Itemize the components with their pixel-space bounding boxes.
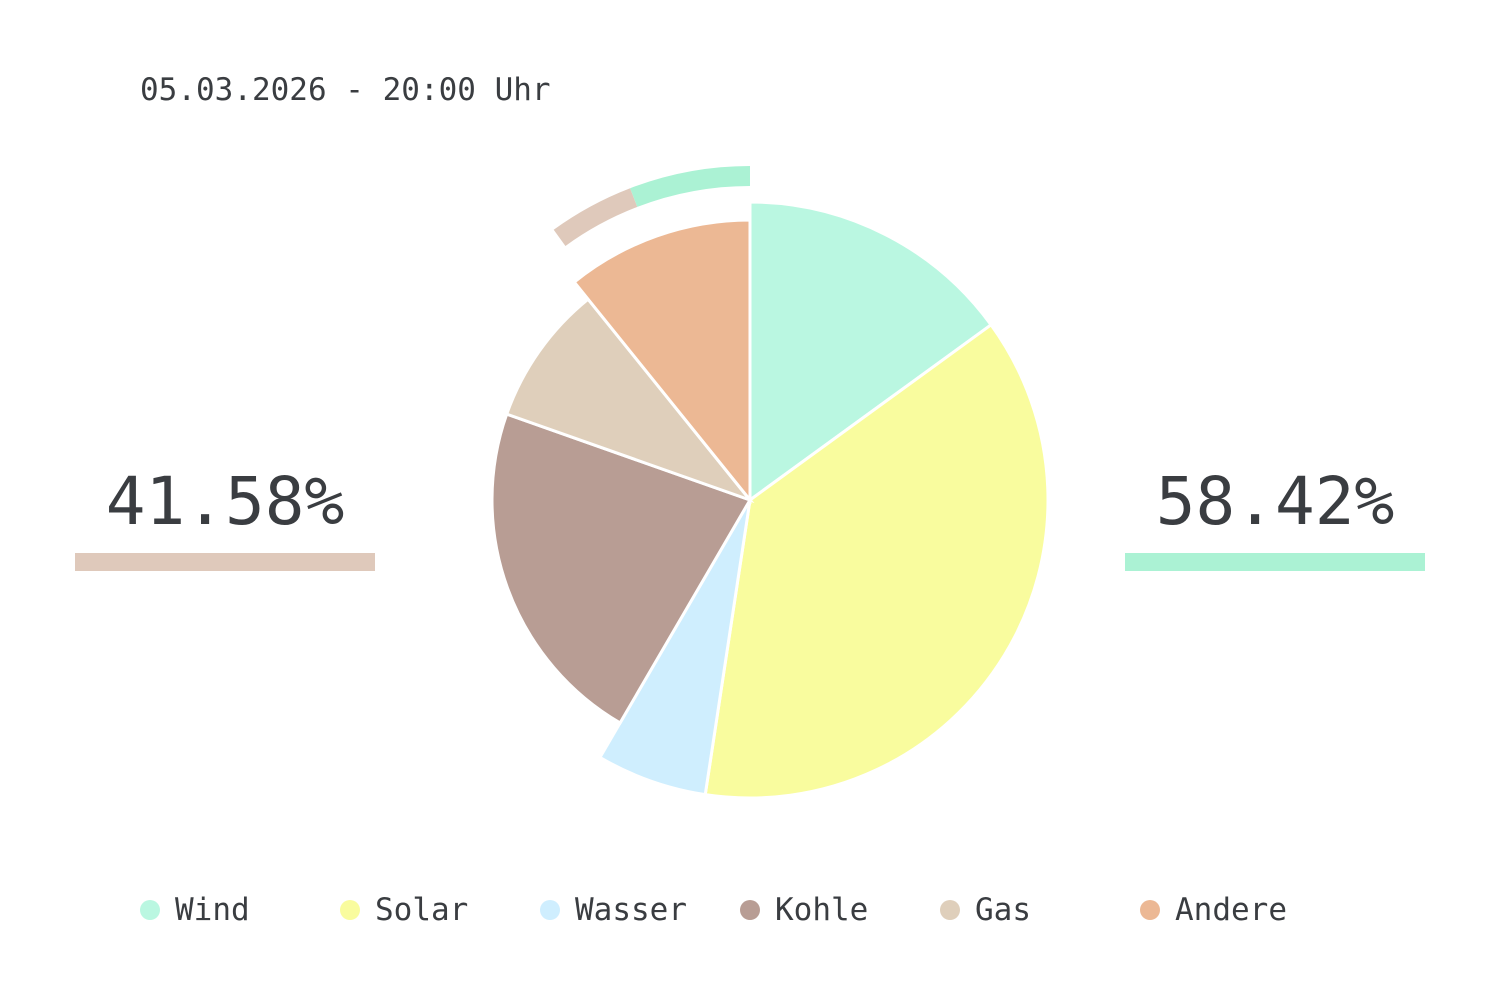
legend-dot-wasser (540, 900, 560, 920)
timestamp: 05.03.2026 - 20:00 Uhr (140, 72, 551, 108)
pie-slice-kohle (490, 412, 753, 725)
ring-arc-left (553, 188, 638, 247)
legend-item-wasser: Wasser (540, 890, 687, 930)
legend-item-wind: Wind (140, 890, 250, 930)
legend-dot-wind (140, 900, 160, 920)
pie-slice-andere (572, 218, 752, 505)
left-percentage: 41.58% (105, 463, 345, 540)
legend-label-wasser: Wasser (575, 892, 687, 928)
right-percentage: 58.42% (1155, 463, 1395, 540)
legend-label-wind: Wind (175, 892, 250, 928)
pie-slice-solar (703, 322, 1050, 800)
ring-arc-right (630, 166, 751, 207)
pie-slice-wasser (597, 499, 752, 797)
pie-slice-wind (748, 200, 994, 503)
legend-dot-solar (340, 900, 360, 920)
left-percentage-bar (75, 553, 375, 571)
legend-item-solar: Solar (340, 890, 468, 930)
legend-label-kohle: Kohle (775, 892, 869, 928)
legend-item-gas: Gas (940, 890, 1031, 930)
legend-label-solar: Solar (375, 892, 469, 928)
legend-item-andere: Andere (1140, 890, 1287, 930)
legend-dot-andere (1140, 900, 1160, 920)
legend-item-kohle: Kohle (740, 890, 868, 930)
legend-dot-kohle (740, 900, 760, 920)
pie-slice-gas (504, 297, 755, 504)
legend-label-gas: Gas (975, 892, 1031, 928)
legend-label-andere: Andere (1175, 892, 1287, 928)
right-percentage-bar (1125, 553, 1425, 571)
legend-dot-gas (940, 900, 960, 920)
